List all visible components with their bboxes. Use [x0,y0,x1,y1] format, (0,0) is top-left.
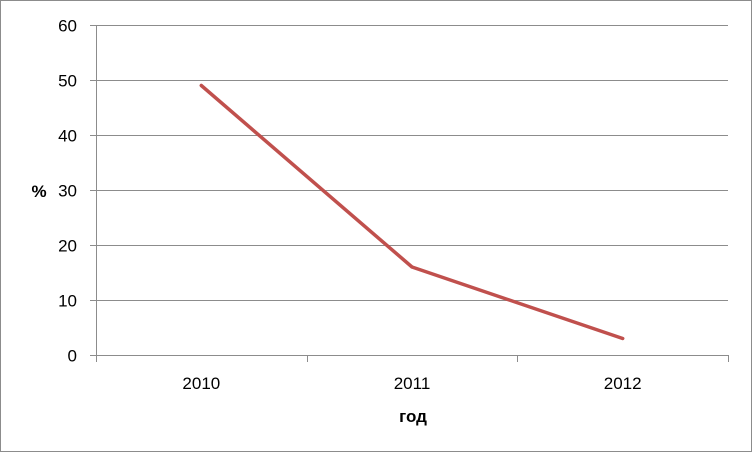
x-tick-label: 2010 [182,374,220,393]
data-point [621,337,625,340]
x-tick-label: 2012 [604,374,642,393]
data-point [410,265,414,269]
y-tick-label: 10 [58,292,77,311]
data-point [199,84,203,87]
axes [90,25,729,362]
series-layer [199,83,625,341]
y-tick-label: 40 [58,127,77,146]
x-axis-title: год [399,407,427,426]
y-tick-label: 50 [58,72,77,91]
gridlines [96,25,728,301]
y-tick-label: 0 [68,347,77,366]
tick-labels: 0 10 20 30 40 50 60 2010 2011 2012 [58,17,642,394]
y-tick-label: 60 [58,17,77,36]
x-tick-label: 2011 [394,374,431,393]
y-tick-label: 20 [58,237,77,256]
y-tick-label: 30 [58,182,77,201]
y-axis-title: % [31,182,46,201]
